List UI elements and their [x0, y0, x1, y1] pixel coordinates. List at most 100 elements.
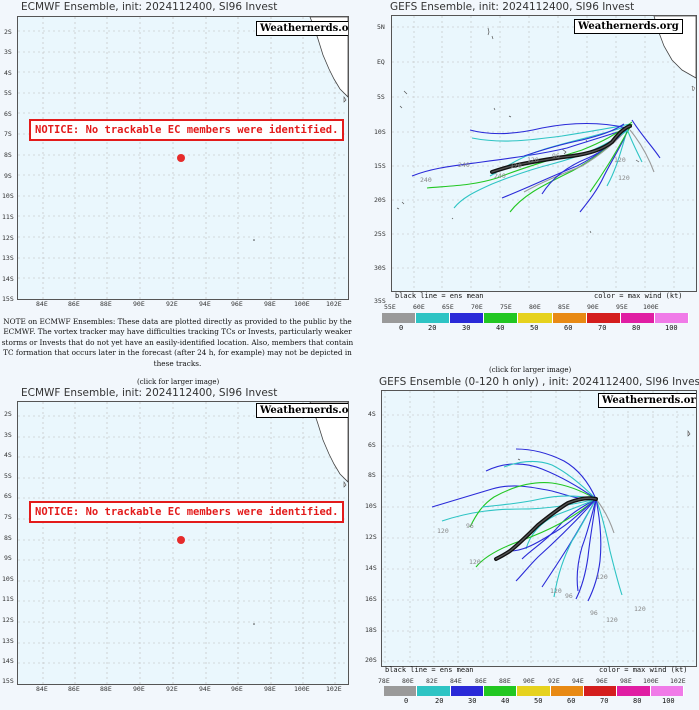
lon-label: 80E	[529, 303, 541, 311]
colorbar	[382, 313, 689, 323]
lat-label: 15S	[2, 677, 14, 685]
panel-title: ECMWF Ensemble, init: 2024112400, SI96 I…	[21, 1, 278, 13]
lat-label: 3S	[4, 431, 12, 439]
track-label: 120	[527, 156, 539, 164]
footer-right: color = max wind (kt)	[594, 292, 683, 300]
lat-label: 6S	[4, 110, 12, 118]
lat-label: 7S	[4, 130, 12, 138]
colorbar-swatch	[617, 686, 651, 696]
ecmwf-panel-bottom[interactable]: ECMWF Ensemble, init: 2024112400, SI96 I…	[0, 386, 352, 696]
lat-label: 11S	[2, 595, 14, 603]
panel-title: GEFS Ensemble, init: 2024112400, SI96 In…	[390, 1, 635, 13]
lon-label: 100E	[294, 300, 310, 308]
colorbar-swatch	[550, 686, 584, 696]
colorbar-swatch	[586, 313, 621, 323]
lat-label: 11S	[2, 213, 14, 221]
track-label: 120	[510, 162, 522, 170]
lat-label: 10S	[2, 192, 14, 200]
lat-label: 7S	[4, 513, 12, 521]
panel-title: GEFS Ensemble (0-120 h only) , init: 202…	[379, 376, 699, 388]
lon-label: 84E	[450, 677, 462, 685]
lon-label: 100E	[294, 685, 310, 693]
colorbar-label: 30	[462, 324, 471, 332]
colorbar-swatch	[384, 686, 418, 696]
colorbar-swatch	[620, 313, 655, 323]
colorbar-swatch	[484, 313, 519, 323]
lat-label: 9S	[4, 554, 12, 562]
lat-label: 3S	[4, 48, 12, 56]
lat-label: 8S	[4, 151, 12, 159]
lon-label: 75E	[500, 303, 512, 311]
lon-label: 94E	[572, 677, 584, 685]
lon-label: 90E	[587, 303, 599, 311]
lon-label: 84E	[36, 300, 48, 308]
gefs-panel-bottom[interactable]: GEFS Ensemble (0-120 h only) , init: 202…	[362, 374, 699, 710]
ecmwf-note: NOTE on ECMWF Ensembles: These data are …	[1, 317, 354, 368]
ecmwf-panel-top[interactable]: ECMWF Ensemble, init: 2024112400, SI96 I…	[0, 0, 352, 308]
track-label: 240	[494, 172, 506, 180]
lon-label: 102E	[670, 677, 686, 685]
lon-label: 86E	[68, 685, 80, 693]
notice-banner: NOTICE: No trackable EC members were ide…	[29, 501, 345, 523]
lon-label: 98E	[620, 677, 632, 685]
lat-label: 14S	[365, 564, 377, 572]
lat-label: 35S	[374, 297, 386, 305]
lon-label: 65E	[442, 303, 454, 311]
lon-label: 96E	[596, 677, 608, 685]
colorbar-label: 40	[496, 324, 505, 332]
click-for-larger-link[interactable]: (click for larger image)	[489, 366, 572, 374]
click-for-larger-link[interactable]: (click for larger image)	[137, 378, 220, 386]
storm-location-marker	[177, 536, 185, 544]
colorbar-swatch	[518, 313, 553, 323]
colorbar-label: 0	[404, 697, 409, 705]
watermark: Weathernerds.org	[256, 403, 348, 418]
watermark: Weathernerds.org	[256, 21, 348, 36]
colorbar-swatch	[450, 313, 485, 323]
lat-label: 4S	[4, 69, 12, 77]
track-label: 240	[458, 161, 470, 169]
lat-label: 20S	[374, 196, 386, 204]
lat-label: 2S	[4, 410, 12, 418]
lat-label: 2S	[4, 28, 12, 36]
lon-label: 80E	[402, 677, 414, 685]
lat-label: 4S	[4, 451, 12, 459]
lat-label: 16S	[365, 595, 377, 603]
track-label: 96	[466, 522, 474, 530]
lon-label: 94E	[199, 685, 211, 693]
map-area: Weathernerds.org NOTICE: No trackable EC…	[17, 16, 349, 300]
lat-label: 14S	[2, 657, 14, 665]
lat-label: 4S	[368, 410, 376, 418]
colorbar-label: 70	[598, 324, 607, 332]
track-label: 96	[590, 609, 598, 617]
track-label: 120	[614, 156, 626, 164]
colorbar-swatch	[417, 686, 451, 696]
map-grid	[18, 402, 348, 684]
lat-label: 13S	[2, 254, 14, 262]
lat-label: 10S	[2, 575, 14, 583]
colorbar-swatch	[517, 686, 551, 696]
track-label: 96	[565, 592, 573, 600]
storm-location-marker	[177, 154, 185, 162]
track-label: 120	[606, 616, 618, 624]
colorbar-label: 60	[564, 324, 573, 332]
colorbar-swatch	[450, 686, 484, 696]
gefs-panel-top[interactable]: GEFS Ensemble, init: 2024112400, SI96 In…	[362, 0, 699, 335]
lon-label: 98E	[264, 685, 276, 693]
lat-label: 5S	[4, 472, 12, 480]
lat-label: 15S	[2, 295, 14, 303]
lat-label: 30S	[374, 264, 386, 272]
map-grid	[382, 391, 696, 666]
lat-label: 10S	[365, 502, 377, 510]
map-grid	[392, 16, 696, 291]
colorbar-swatch	[382, 313, 417, 323]
colorbar-label: 100	[665, 324, 678, 332]
lat-label: 6S	[368, 441, 376, 449]
lat-label: 13S	[2, 637, 14, 645]
lat-label: 5S	[4, 89, 12, 97]
lon-label: 92E	[166, 685, 178, 693]
lon-label: 100E	[643, 303, 659, 311]
lon-label: 84E	[36, 685, 48, 693]
lon-label: 55E	[384, 303, 396, 311]
lat-label: EQ	[377, 58, 385, 66]
colorbar-swatch	[483, 686, 518, 696]
